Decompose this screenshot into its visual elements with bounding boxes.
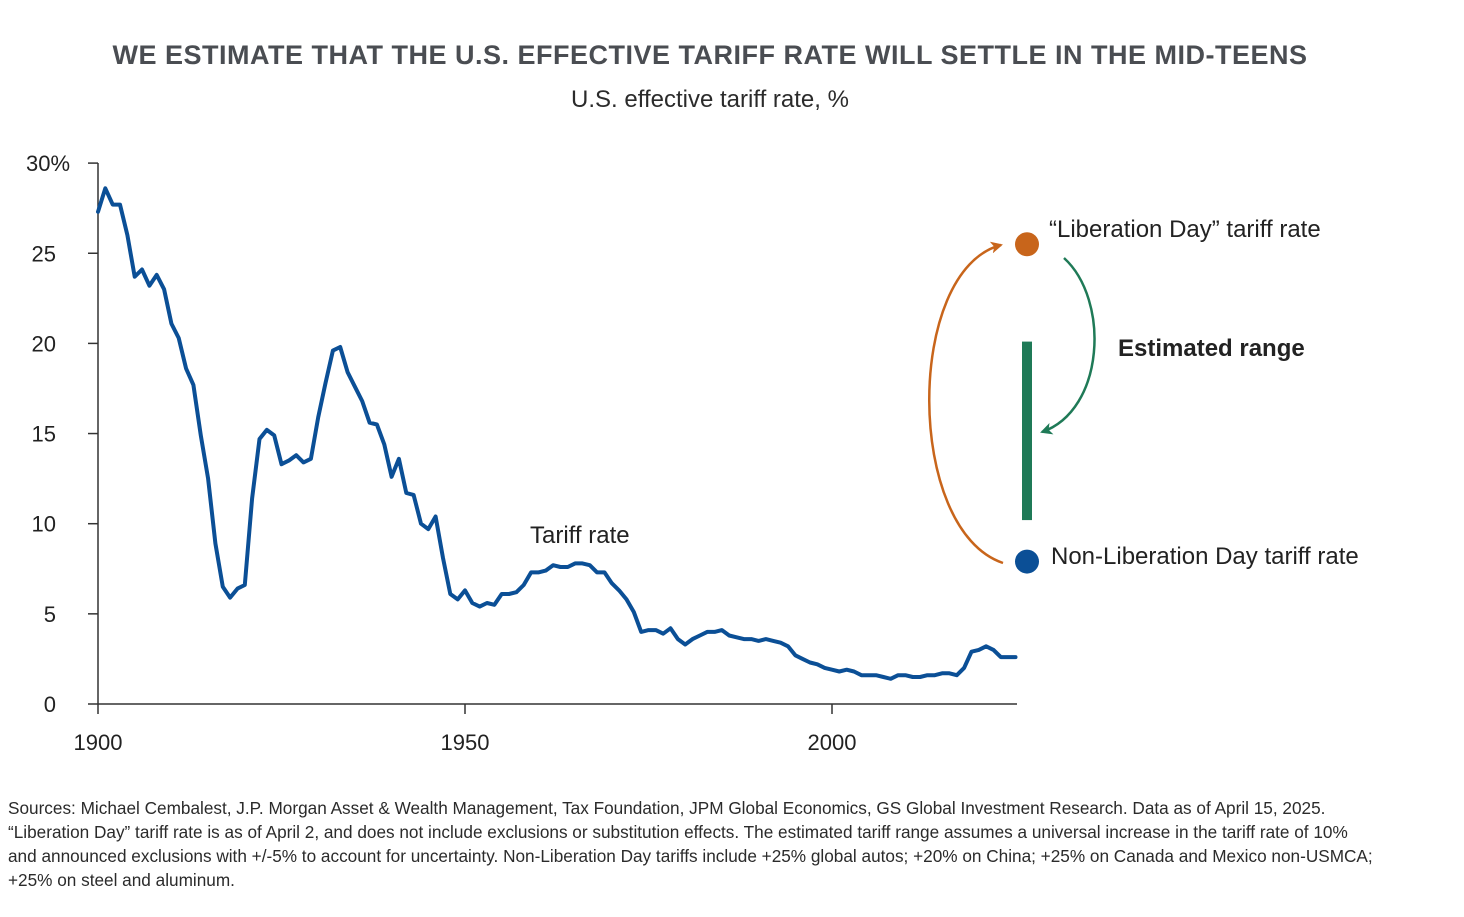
footnote-line: +25% on steel and aluminum. bbox=[8, 870, 235, 890]
y-tick-label: 5 bbox=[44, 602, 56, 627]
y-tick-label: 30% bbox=[26, 151, 70, 176]
footnote-line: Sources: Michael Cembalest, J.P. Morgan … bbox=[8, 798, 1326, 818]
liberation-day-point bbox=[1015, 232, 1039, 257]
x-tick-label: 1950 bbox=[441, 730, 490, 755]
footnote-line: “Liberation Day” tariff rate is as of Ap… bbox=[8, 822, 1348, 842]
y-tick-label: 15 bbox=[32, 422, 56, 447]
footnote: Sources: Michael Cembalest, J.P. Morgan … bbox=[8, 796, 1448, 892]
footnote-line: and announced exclusions with +/-5% to a… bbox=[8, 846, 1373, 866]
x-tick-label: 2000 bbox=[808, 730, 857, 755]
x-ticks: 1900 1950 2000 bbox=[74, 704, 857, 755]
estimated-range-arrow bbox=[1040, 257, 1096, 435]
chart-title: WE ESTIMATE THAT THE U.S. EFFECTIVE TARI… bbox=[112, 40, 1308, 70]
y-ticks: 0 5 10 15 20 25 30% bbox=[26, 151, 98, 717]
y-tick-label: 0 bbox=[44, 692, 56, 717]
estimated-range-label: Estimated range bbox=[1118, 335, 1305, 362]
tariff-rate-series-label: Tariff rate bbox=[530, 522, 630, 549]
tariff-rate-series-line bbox=[96, 186, 1018, 681]
non-liberation-day-label: Non-Liberation Day tariff rate bbox=[1051, 543, 1359, 570]
liberation-arrow bbox=[928, 241, 1004, 565]
non-liberation-day-point bbox=[1015, 549, 1039, 574]
estimated-range-bar bbox=[1022, 341, 1032, 521]
y-tick-label: 20 bbox=[32, 331, 56, 356]
chart-subtitle: U.S. effective tariff rate, % bbox=[571, 86, 849, 113]
y-tick-label: 10 bbox=[32, 512, 56, 537]
axes bbox=[97, 163, 1017, 705]
y-tick-label: 25 bbox=[32, 241, 56, 266]
x-tick-label: 1900 bbox=[74, 730, 123, 755]
liberation-day-label: “Liberation Day” tariff rate bbox=[1049, 216, 1321, 243]
